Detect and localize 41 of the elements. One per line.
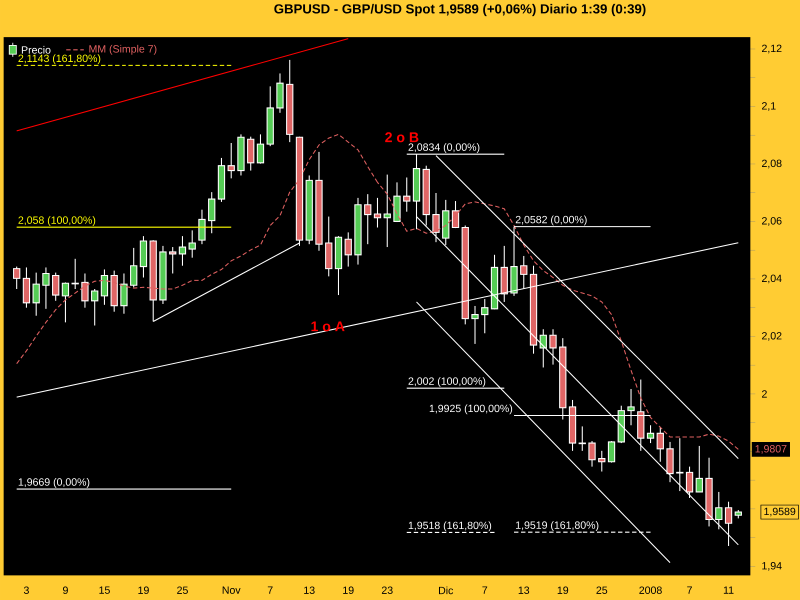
data-label: 1,9807 (756, 445, 786, 454)
x-tick-label: 7 (268, 586, 273, 594)
x-tick-label: 19 (138, 586, 149, 594)
annotation: 2 o B (385, 132, 418, 142)
x-tick-label: 15 (99, 586, 110, 594)
series-label: 1,9519 (161,80%) (516, 521, 598, 531)
series-label: 2,002 (100,00%) (408, 377, 486, 387)
x-tick-label: 19 (558, 586, 568, 594)
series-label: 2,0582 (0,00%) (516, 216, 587, 226)
y-tick-label: 2,08 (762, 160, 782, 168)
y-tick-label: 1,94 (762, 562, 782, 571)
series-label: 1,9518 (161,80%) (408, 521, 492, 532)
y-tick-label: 2,02 (762, 332, 782, 341)
x-tick-label: 23 (382, 586, 393, 594)
legend-label: MM (Simple 7) (89, 44, 156, 55)
series-label: 1,9669 (0,00%) (18, 478, 90, 488)
x-tick-label: 13 (518, 586, 530, 594)
x-tick-label: 7 (482, 586, 488, 594)
legend-label: Precio (22, 46, 50, 54)
x-tick-label: 13 (304, 586, 315, 594)
y-tick-label: 2,12 (762, 44, 782, 54)
series-label: 2,058 (100,00%) (18, 216, 96, 226)
x-tick-label: 25 (596, 586, 608, 594)
chart-title: GBPUSD - GBP/USD Spot 1,9589 (+0,06%) Diario 1:39 (0:39) (274, 4, 646, 16)
y-tick-label: 2 (762, 390, 767, 398)
x-tick-label: Nov (222, 586, 241, 594)
x-tick-label: 7 (687, 586, 692, 594)
series-label: 1,9925 (100,00%) (430, 404, 512, 414)
series-label: 2,1143 (161,80%) (18, 54, 100, 64)
y-tick-label: 2,04 (762, 274, 782, 284)
text: 1,9589 (764, 508, 796, 516)
x-tick-label: 2008 (639, 586, 662, 594)
x-tick-label: 19 (343, 586, 354, 594)
y-tick-label: 2,06 (762, 217, 782, 226)
x-tick-label: 9 (63, 586, 68, 594)
y-tick-label: 2,1 (762, 102, 776, 111)
series-label: 2,0834 (0,00%) (408, 143, 480, 153)
x-tick-label: 11 (724, 586, 734, 594)
x-tick-label: Dic (438, 586, 454, 594)
x-tick-label: 3 (24, 586, 29, 594)
x-tick-label: 25 (177, 586, 188, 594)
